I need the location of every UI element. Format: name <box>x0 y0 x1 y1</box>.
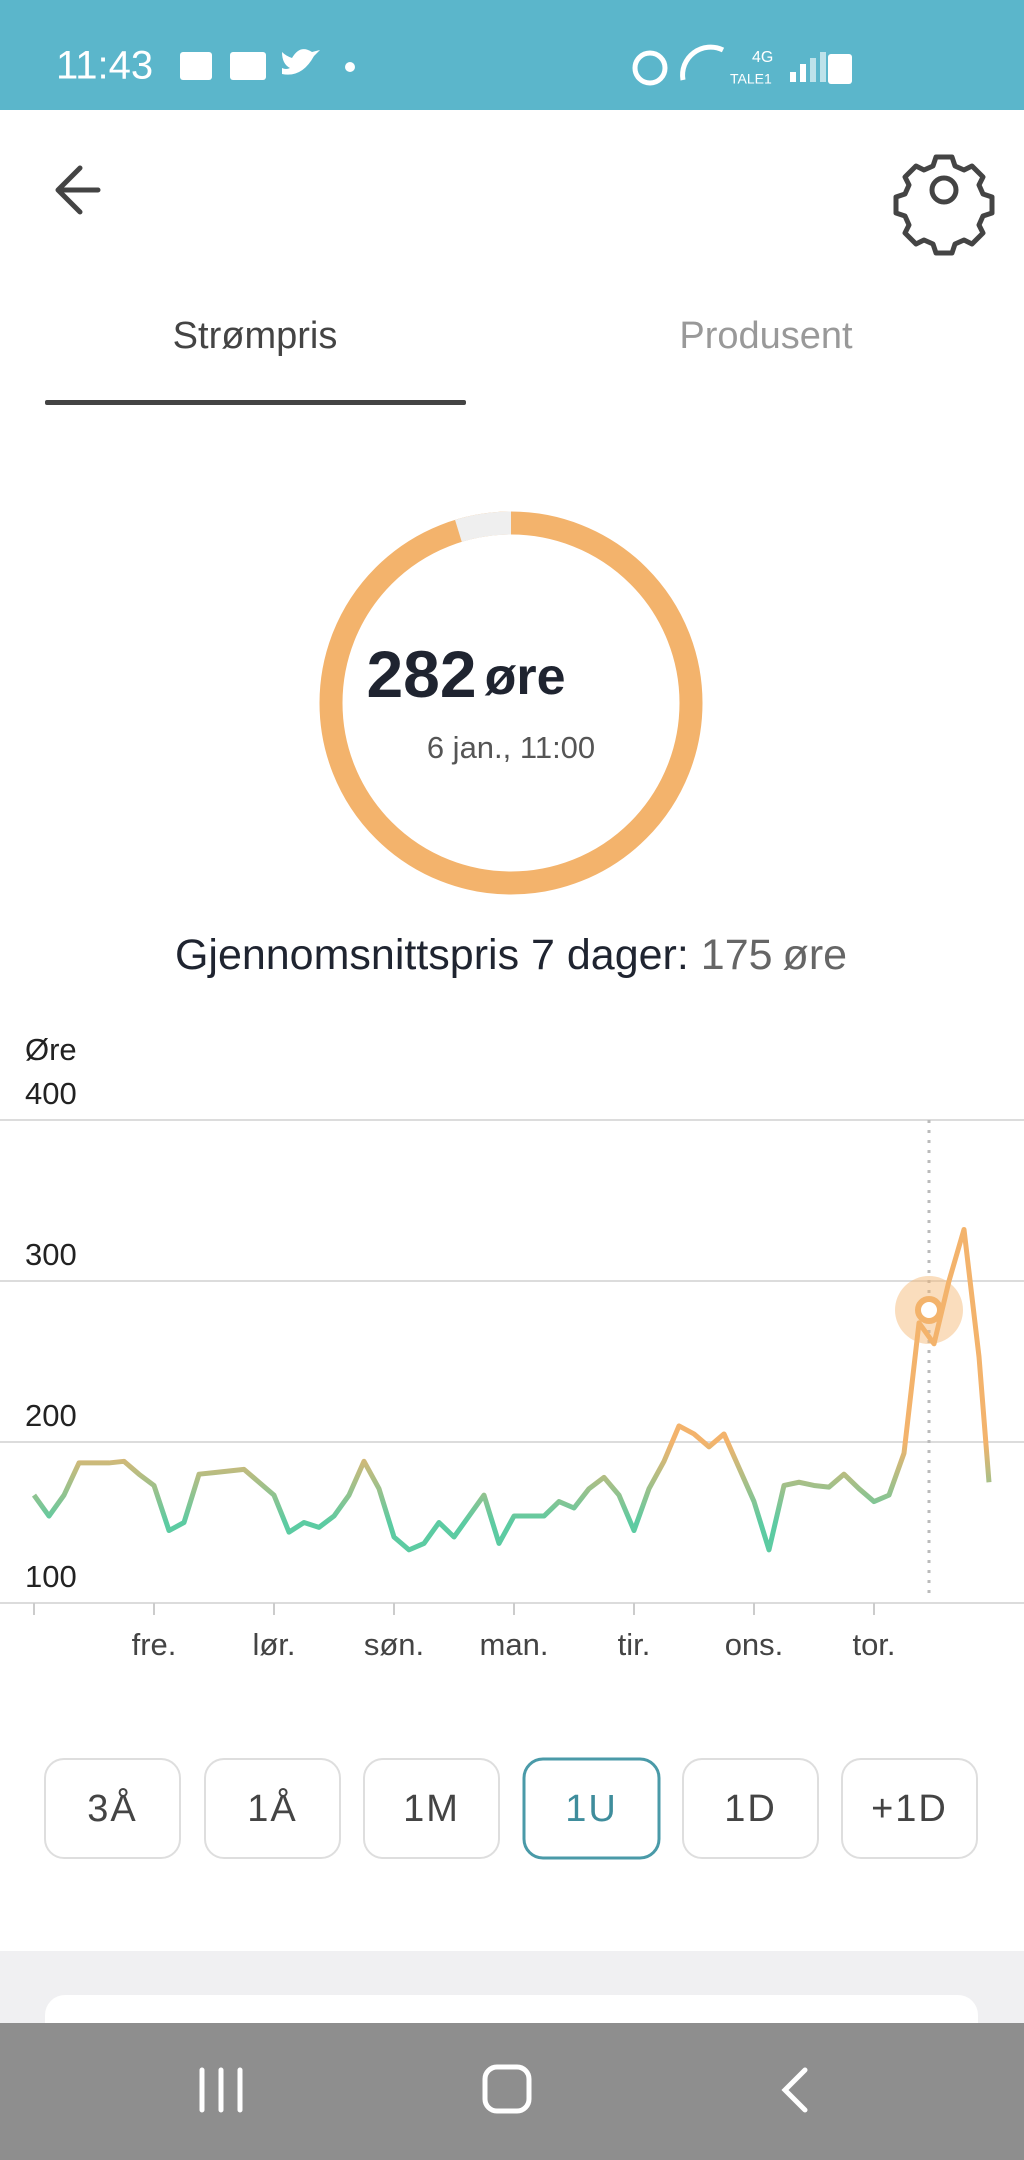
x-tick-label: fre. <box>132 1627 177 1662</box>
range-button[interactable] <box>682 1758 819 1859</box>
y-tick-label: 100 <box>25 1559 77 1594</box>
range-button-label: 1Å <box>247 1786 297 1830</box>
x-tick-label: lør. <box>252 1627 295 1662</box>
settings-button[interactable] <box>893 154 995 256</box>
status-bar <box>0 0 1024 110</box>
back-button[interactable] <box>55 165 101 215</box>
average-value: 175 <box>701 931 773 979</box>
range-button[interactable] <box>841 1758 978 1859</box>
x-tick-label: tir. <box>618 1627 651 1662</box>
x-tick-label: man. <box>480 1627 549 1662</box>
status-icons <box>180 44 852 86</box>
y-tick-label: 400 <box>25 1076 77 1111</box>
status-network: 4G <box>752 49 773 66</box>
range-button-label: 3Å <box>87 1786 137 1830</box>
status-time: 11:43 <box>56 44 153 88</box>
average: Gjennomsnittspris 7 dager: 175 øre <box>175 931 847 979</box>
range-button[interactable] <box>522 1757 661 1860</box>
x-tick-label: ons. <box>725 1627 784 1662</box>
selection-point <box>915 1295 943 1324</box>
range-buttons: 3Å 1Å 1M 1U 1D +1D <box>44 1757 978 1860</box>
gauge-text: 282 øre <box>366 637 565 711</box>
nav-recent[interactable] <box>199 2067 243 2113</box>
y-tick-label: 200 <box>25 1398 77 1433</box>
tab[interactable]: Strømpris <box>173 315 338 357</box>
x-tick-label: søn. <box>364 1627 424 1662</box>
nav-home[interactable] <box>482 2064 532 2114</box>
price-chart: 100 200 300 400 fre. lør. søn. man. tir. ons. tor. <box>0 1076 1024 1662</box>
y-tick-label: 300 <box>25 1237 77 1272</box>
average-label: Gjennomsnittspris 7 dager: <box>175 931 689 979</box>
nav-back[interactable] <box>781 2067 808 2113</box>
nav-bar <box>0 2023 1024 2160</box>
tab-indicator <box>45 400 466 405</box>
range-button[interactable] <box>363 1758 500 1859</box>
gauge-gap <box>455 511 512 542</box>
range-button-label: 1D <box>724 1788 777 1830</box>
gauge-value: 282 <box>366 637 476 711</box>
range-button-label: 1M <box>403 1788 460 1830</box>
tab[interactable]: Produsent <box>679 315 853 357</box>
range-button[interactable] <box>44 1758 181 1859</box>
y-axis-label: Øre <box>25 1032 77 1067</box>
status-carrier: TALE1 <box>730 71 772 87</box>
nav-icons <box>199 2064 808 2114</box>
average-unit: øre <box>783 931 848 979</box>
gauge-date: 6 jan., 11:00 <box>427 730 595 765</box>
x-tick-label: tor. <box>852 1627 895 1662</box>
range-button-label: +1D <box>871 1788 948 1830</box>
range-button-label: 1U <box>565 1788 618 1830</box>
gauge-unit: øre <box>485 648 566 706</box>
price-line <box>31 1226 992 1553</box>
range-button[interactable] <box>204 1758 341 1859</box>
